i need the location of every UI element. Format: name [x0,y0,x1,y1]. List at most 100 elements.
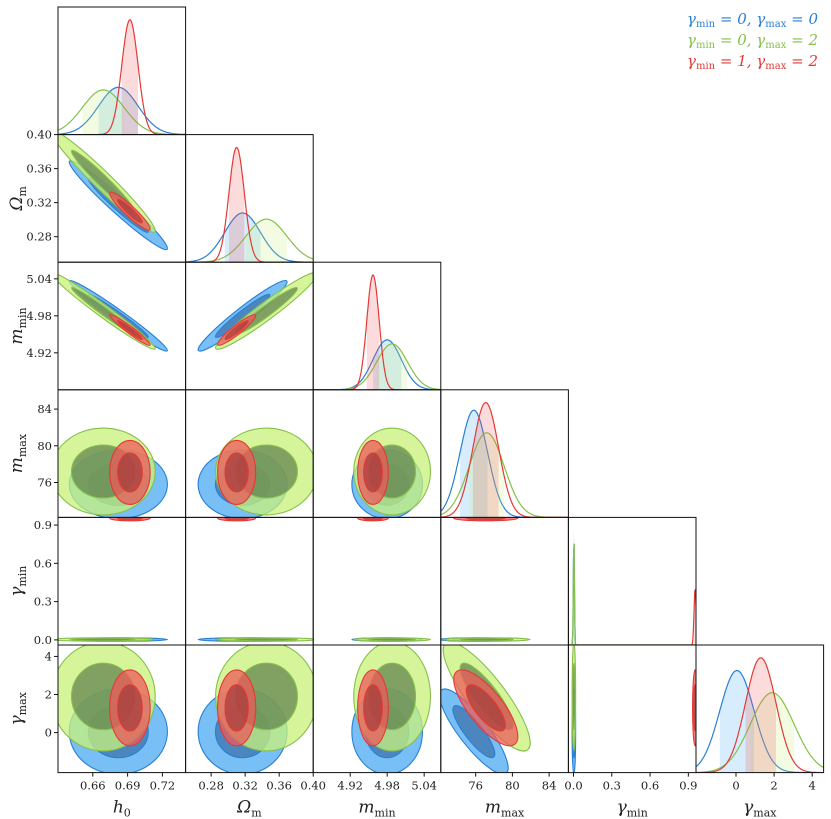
marginal-band-series-2 [472,402,499,518]
contour-1sigma-series-2 [117,452,143,493]
y-tick-label: 0.3 [34,595,52,609]
marginal-panel-3 [440,402,569,518]
marginal-band-series-2 [366,275,380,390]
x-tick-label: 0.6 [641,779,659,793]
y-tick-label: 0.0 [34,633,52,647]
contour-1sigma-series-2 [465,517,506,521]
contour-1sigma-series-2 [363,517,383,521]
y-tick-label: 84 [37,402,52,416]
x-axis-label: Ωm [236,798,262,819]
x-tick-label: 4.92 [337,779,363,793]
contour-1sigma-series-1 [368,637,417,642]
marginal-band-series-1 [245,219,287,263]
marginal-band-series-2 [228,147,245,263]
marginal-curve-series-1 [696,692,824,773]
contour-1sigma-series-2 [117,517,143,521]
joint-panel-1-2 [197,271,314,352]
panel-frame [312,516,442,646]
joint-panel-0-1 [58,134,168,251]
x-tick-label: 0.28 [198,779,224,793]
x-tick-label: 84 [542,779,557,793]
x-tick-label: 5.04 [411,779,437,793]
joint-panel-4-5 [571,645,697,773]
joint-panel-2-5 [351,645,432,773]
y-tick-label: 4.92 [26,346,52,360]
panel-frame [567,516,697,646]
marginal-curve-series-1 [440,432,569,518]
x-tick-label: 0 [732,779,739,793]
x-tick-label: 0.3 [603,779,621,793]
legend-entry-0: γmin = 0, γmax = 0 [687,10,818,30]
y-tick-label: 0.9 [34,518,52,532]
x-tick-label: 0.66 [80,779,106,793]
panels [57,6,825,774]
marginal-band-series-2 [121,19,139,135]
marginal-panel-1 [185,146,314,263]
marginal-panel-5 [696,657,824,773]
marginal-curve-series-0 [58,86,186,135]
marginal-curve-series-0 [440,409,569,518]
x-tick-label: 0.36 [266,779,292,793]
panel-frame [695,644,825,774]
x-tick-label: 0.69 [115,779,141,793]
contour-1sigma-series-2 [117,198,143,224]
x-axis-label: mmin [358,798,395,819]
y-axis-label: mmax [7,433,29,473]
contour-1sigma-series-2 [224,320,249,340]
marginal-curve-series-2 [568,589,697,646]
x-tick-label: 0.32 [232,779,258,793]
x-tick-label: 76 [468,779,483,793]
x-tick-label: 0.40 [300,779,326,793]
y-tick-label: 2 [45,688,52,702]
panel-frame [185,516,314,646]
contour-1sigma-series-2 [224,452,249,493]
marginal-band-series-0 [372,339,402,390]
marginal-band-series-0 [98,87,139,135]
marginal-band-series-1 [469,432,505,518]
joint-panel-0-4 [58,517,168,642]
contour-1sigma-series-1 [70,637,136,642]
y-axis-label: Ωm [7,186,29,212]
contour-1sigma-series-2 [363,452,383,493]
x-tick-label: 0.9 [679,779,697,793]
contour-1sigma-series-2 [117,320,143,340]
contour-1sigma-series-1 [234,637,298,642]
legend-entry-1: γmin = 0, γmax = 2 [687,31,818,51]
x-tick-label: 2 [770,779,777,793]
y-tick-label: 0.32 [26,196,52,210]
y-axis-label: γmin [7,566,29,597]
marginal-band-series-1 [750,692,795,773]
contour-1sigma-series-2 [224,517,249,521]
x-tick-label: 0.0 [564,779,582,793]
y-axis-label: γmax [7,691,29,725]
panel-frame [567,644,697,774]
joint-panel-2-4 [351,517,432,642]
y-tick-label: 4 [45,649,52,663]
marginal-panel-0 [58,19,186,135]
joint-panel-0-3 [58,427,168,518]
contour-1sigma-series-1 [459,637,514,642]
panel-frame [57,516,187,646]
x-tick-label: 0.72 [150,779,176,793]
x-tick-label: 4.98 [374,779,400,793]
y-tick-label: 5.04 [26,272,52,286]
joint-panel-1-4 [197,517,314,642]
marginal-band-series-1 [376,343,408,390]
joint-panel-3-5 [440,645,531,773]
axis-labels: h0 Ωm Ωm mmin mmin mmax mmax γmin γmin γmax γmax [7,186,777,819]
joint-panel-0-2 [58,271,168,352]
marginal-band-series-1 [82,89,125,135]
x-tick-label: 80 [505,779,520,793]
marginal-band-series-0 [719,670,755,773]
marginal-curve-series-2 [440,402,569,518]
marginal-panel-4 [568,530,697,646]
contour-1sigma-series-2 [363,684,383,732]
y-tick-label: 0.36 [26,162,52,176]
legend-entry-2: γmin = 1, γmax = 2 [687,52,818,72]
marginal-curve-series-0 [185,212,314,263]
joint-panel-1-3 [197,427,314,518]
y-tick-label: 0.6 [34,556,52,570]
y-tick-label: 4.98 [26,309,52,323]
